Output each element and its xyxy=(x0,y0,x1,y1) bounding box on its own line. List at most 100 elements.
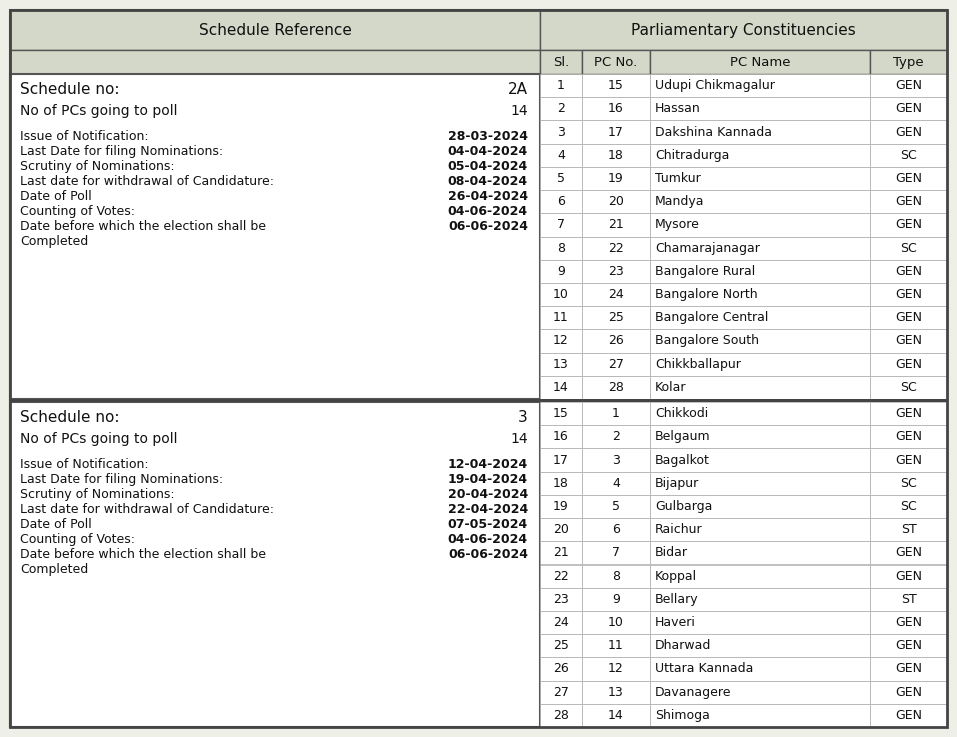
Text: 22-04-2024: 22-04-2024 xyxy=(448,503,528,516)
Text: Date before which the election shall be: Date before which the election shall be xyxy=(20,548,266,561)
Bar xyxy=(650,541,870,565)
Text: GEN: GEN xyxy=(895,218,922,231)
Text: Dharwad: Dharwad xyxy=(655,639,711,652)
Text: GEN: GEN xyxy=(895,663,922,676)
Bar xyxy=(870,541,947,565)
Bar xyxy=(870,97,947,120)
Text: 07-05-2024: 07-05-2024 xyxy=(448,518,528,531)
Bar xyxy=(540,237,582,259)
Text: GEN: GEN xyxy=(895,639,922,652)
Bar xyxy=(650,167,870,190)
Bar xyxy=(650,611,870,634)
Bar xyxy=(540,448,582,472)
Bar xyxy=(650,306,870,329)
Text: 23: 23 xyxy=(608,265,624,278)
Bar xyxy=(870,448,947,472)
Text: 08-04-2024: 08-04-2024 xyxy=(448,175,528,188)
Text: Sl.: Sl. xyxy=(553,55,569,69)
Text: 27: 27 xyxy=(608,357,624,371)
Bar xyxy=(870,704,947,727)
Bar xyxy=(540,10,947,50)
Text: 12: 12 xyxy=(608,663,624,676)
Text: 15: 15 xyxy=(608,79,624,92)
Bar xyxy=(582,144,650,167)
Bar xyxy=(582,283,650,306)
Bar xyxy=(540,329,582,352)
Text: 6: 6 xyxy=(612,523,620,537)
Text: SC: SC xyxy=(901,149,917,161)
Bar xyxy=(650,402,870,425)
Text: 12-04-2024: 12-04-2024 xyxy=(448,458,528,471)
Bar xyxy=(870,120,947,144)
Text: 20: 20 xyxy=(553,523,569,537)
Text: PC No.: PC No. xyxy=(594,55,637,69)
Text: 2A: 2A xyxy=(508,82,528,97)
Text: GEN: GEN xyxy=(895,335,922,347)
Text: 9: 9 xyxy=(612,593,620,606)
Bar xyxy=(650,259,870,283)
Bar xyxy=(540,704,582,727)
Bar xyxy=(582,120,650,144)
Bar xyxy=(582,680,650,704)
Text: 11: 11 xyxy=(553,311,568,324)
Bar xyxy=(540,167,582,190)
Text: Schedule no:: Schedule no: xyxy=(20,82,120,97)
Text: 4: 4 xyxy=(557,149,565,161)
Bar xyxy=(10,50,540,74)
Text: 26-04-2024: 26-04-2024 xyxy=(448,190,528,203)
Text: SC: SC xyxy=(901,477,917,490)
Bar xyxy=(540,213,582,237)
Bar xyxy=(582,425,650,448)
Bar xyxy=(650,120,870,144)
Bar xyxy=(650,97,870,120)
Text: 14: 14 xyxy=(510,432,528,446)
Bar xyxy=(650,704,870,727)
Text: GEN: GEN xyxy=(895,709,922,722)
Bar xyxy=(10,10,540,50)
Bar xyxy=(540,680,582,704)
Text: Completed: Completed xyxy=(20,235,88,248)
Bar xyxy=(540,425,582,448)
Bar xyxy=(870,74,947,97)
Bar xyxy=(540,495,582,518)
Bar xyxy=(870,495,947,518)
Bar xyxy=(540,97,582,120)
Bar xyxy=(870,472,947,495)
Bar xyxy=(870,611,947,634)
Text: 28: 28 xyxy=(608,381,624,394)
Bar xyxy=(540,283,582,306)
Bar xyxy=(650,634,870,657)
Bar xyxy=(870,306,947,329)
Bar xyxy=(650,518,870,541)
Bar xyxy=(650,448,870,472)
Bar xyxy=(650,657,870,680)
Text: 1: 1 xyxy=(557,79,565,92)
Text: GEN: GEN xyxy=(895,172,922,185)
Text: GEN: GEN xyxy=(895,311,922,324)
Text: 8: 8 xyxy=(557,242,565,254)
Bar xyxy=(870,144,947,167)
Bar xyxy=(650,237,870,259)
Text: Chikkballapur: Chikkballapur xyxy=(655,357,741,371)
Bar xyxy=(650,283,870,306)
Bar xyxy=(540,565,582,587)
Text: Bidar: Bidar xyxy=(655,546,688,559)
Bar xyxy=(582,306,650,329)
Text: 1: 1 xyxy=(612,407,620,420)
Text: Tumkur: Tumkur xyxy=(655,172,701,185)
Text: 05-04-2024: 05-04-2024 xyxy=(448,160,528,173)
Bar xyxy=(10,402,540,727)
Text: Dakshina Kannada: Dakshina Kannada xyxy=(655,125,772,139)
Text: 19: 19 xyxy=(553,500,568,513)
Bar xyxy=(582,657,650,680)
Bar xyxy=(650,329,870,352)
Text: GEN: GEN xyxy=(895,357,922,371)
Bar xyxy=(870,587,947,611)
Text: 7: 7 xyxy=(612,546,620,559)
Bar xyxy=(540,306,582,329)
Text: Bangalore South: Bangalore South xyxy=(655,335,759,347)
Text: 20-04-2024: 20-04-2024 xyxy=(448,488,528,501)
Bar xyxy=(582,402,650,425)
Text: Gulbarga: Gulbarga xyxy=(655,500,712,513)
Bar xyxy=(582,518,650,541)
